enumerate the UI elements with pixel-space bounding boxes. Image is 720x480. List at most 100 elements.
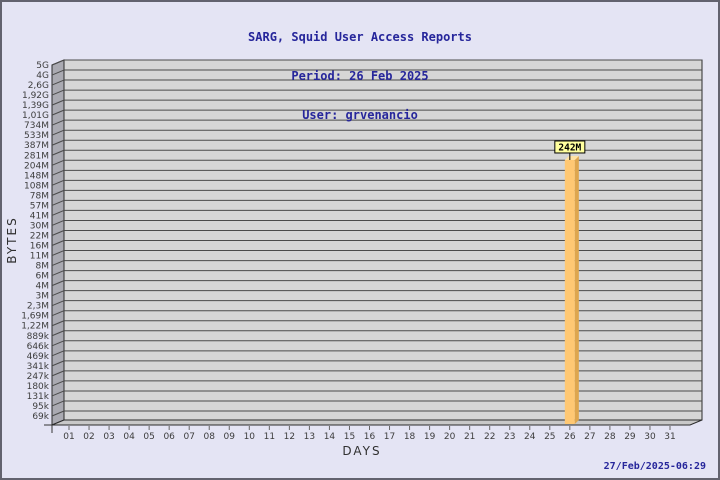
- y-axis-tick-label: 1,01G: [22, 111, 49, 121]
- y-tick-mark: [51, 159, 65, 166]
- x-axis-day-label: 09: [224, 432, 236, 442]
- y-tick-mark: [51, 280, 65, 287]
- generated-timestamp: 27/Feb/2025-06:29: [603, 461, 706, 472]
- y-tick-mark: [51, 310, 65, 317]
- y-axis-tick-label: 1,39G: [22, 101, 49, 111]
- x-axis-day-label: 01: [63, 432, 74, 442]
- y-tick-mark: [51, 340, 65, 347]
- y-axis-tick-label: 95k: [32, 402, 49, 412]
- y-tick-mark: [51, 350, 65, 357]
- x-axis-day-label: 15: [344, 432, 355, 442]
- y-axis-tick-label: 247k: [27, 372, 50, 382]
- y-axis-tick-label: 11M: [30, 252, 49, 262]
- y-tick-mark: [51, 179, 65, 186]
- y-tick-mark: [51, 260, 65, 267]
- y-tick-mark: [51, 410, 65, 417]
- y-axis-tick-label: 30M: [30, 221, 49, 231]
- y-tick-mark: [51, 400, 65, 407]
- y-axis-tick-label: 4G: [36, 71, 49, 81]
- x-axis-day-label: 19: [424, 432, 436, 442]
- x-axis-day-label: 08: [204, 432, 216, 442]
- x-axis-day-label: 29: [624, 432, 636, 442]
- y-tick-mark: [51, 99, 65, 106]
- y-axis-tick-label: 8M: [36, 262, 50, 272]
- y-tick-mark: [51, 290, 65, 297]
- x-axis-day-label: 07: [183, 432, 194, 442]
- x-axis-day-label: 06: [163, 432, 175, 442]
- y-axis-tick-label: 281M: [24, 151, 49, 161]
- y-axis-tick-label: 6M: [36, 272, 50, 282]
- y-axis-tick-label: 889k: [27, 332, 50, 342]
- y-axis-tick-label: 108M: [24, 181, 49, 191]
- y-tick-mark: [51, 360, 65, 367]
- x-axis-day-label: 10: [244, 432, 256, 442]
- y-tick-mark: [51, 109, 65, 116]
- chart-title: SARG, Squid User Access Reports: [248, 30, 472, 44]
- y-tick-mark: [51, 380, 65, 387]
- x-axis-day-label: 31: [664, 432, 675, 442]
- x-axis-day-label: 05: [143, 432, 154, 442]
- y-axis-tick-label: 646k: [27, 342, 50, 352]
- y-tick-mark: [51, 119, 65, 126]
- y-axis-tick-label: 2,3M: [27, 302, 49, 312]
- y-tick-mark: [51, 240, 65, 246]
- y-axis-tick-label: 1,22M: [21, 322, 49, 332]
- y-axis-tick-label: 469k: [27, 352, 50, 362]
- y-axis-tick-label: 131k: [27, 392, 50, 402]
- y-tick-mark: [51, 230, 65, 236]
- y-axis-tick-label: 16M: [30, 242, 49, 252]
- y-tick-mark: [51, 189, 65, 196]
- y-axis-tick-label: 4M: [36, 282, 50, 292]
- y-tick-mark: [51, 219, 65, 226]
- y-axis-tick-label: 533M: [24, 131, 49, 141]
- y-tick-mark: [51, 390, 65, 397]
- y-tick-mark: [51, 79, 65, 86]
- y-axis-tick-label: 41M: [30, 211, 49, 221]
- x-axis-day-label: 30: [644, 432, 656, 442]
- x-axis-day-label: 27: [584, 432, 595, 442]
- x-axis-day-label: 13: [304, 432, 315, 442]
- y-tick-mark: [51, 199, 65, 206]
- x-axis-day-label: 11: [264, 432, 275, 442]
- y-tick-mark: [51, 129, 65, 136]
- y-axis-tick-label: 78M: [30, 191, 49, 201]
- x-axis-day-label: 12: [284, 432, 295, 442]
- y-axis-tick-label: 5G: [36, 61, 49, 71]
- y-axis-title: BYTES: [5, 216, 19, 263]
- y-tick-mark: [51, 300, 65, 307]
- y-tick-mark: [51, 209, 65, 216]
- y-axis-tick-label: 148M: [24, 171, 49, 181]
- y-tick-mark: [51, 250, 65, 257]
- y-tick-mark: [51, 169, 65, 176]
- y-axis-tick-label: 1,92G: [22, 91, 49, 101]
- usage-bar-top: [564, 155, 579, 160]
- y-tick-mark: [51, 69, 65, 76]
- x-axis-day-label: 18: [404, 432, 416, 442]
- x-axis-day-label: 21: [464, 432, 475, 442]
- y-tick-mark: [51, 149, 65, 156]
- x-axis-day-label: 20: [444, 432, 456, 442]
- plot-floor: [51, 419, 703, 426]
- bar-value-box: [554, 140, 586, 154]
- x-axis-day-label: 23: [504, 432, 515, 442]
- y-axis-tick-label: 69k: [32, 412, 49, 422]
- x-axis-day-label: 26: [564, 432, 576, 442]
- y-axis-tick-label: 1,69M: [21, 312, 49, 322]
- x-axis-day-label: 25: [544, 432, 555, 442]
- x-axis-day-label: 17: [384, 432, 395, 442]
- y-axis-tick-label: 57M: [30, 201, 49, 211]
- x-axis-day-label: 28: [604, 432, 616, 442]
- chart-period: Period: 26 Feb 2025: [291, 69, 429, 83]
- bar-value-label: 242M: [558, 142, 581, 153]
- y-axis-tick-label: 22M: [30, 231, 49, 241]
- y-axis-tick-label: 341k: [27, 362, 50, 372]
- y-axis-tick-label: 387M: [24, 141, 49, 151]
- y-tick-mark: [51, 330, 65, 337]
- y-tick-mark: [51, 89, 65, 96]
- usage-bar-face: [564, 159, 575, 425]
- x-axis-day-label: 03: [103, 432, 114, 442]
- y-tick-mark: [51, 59, 65, 66]
- y-axis-tick-label: 3M: [36, 292, 50, 302]
